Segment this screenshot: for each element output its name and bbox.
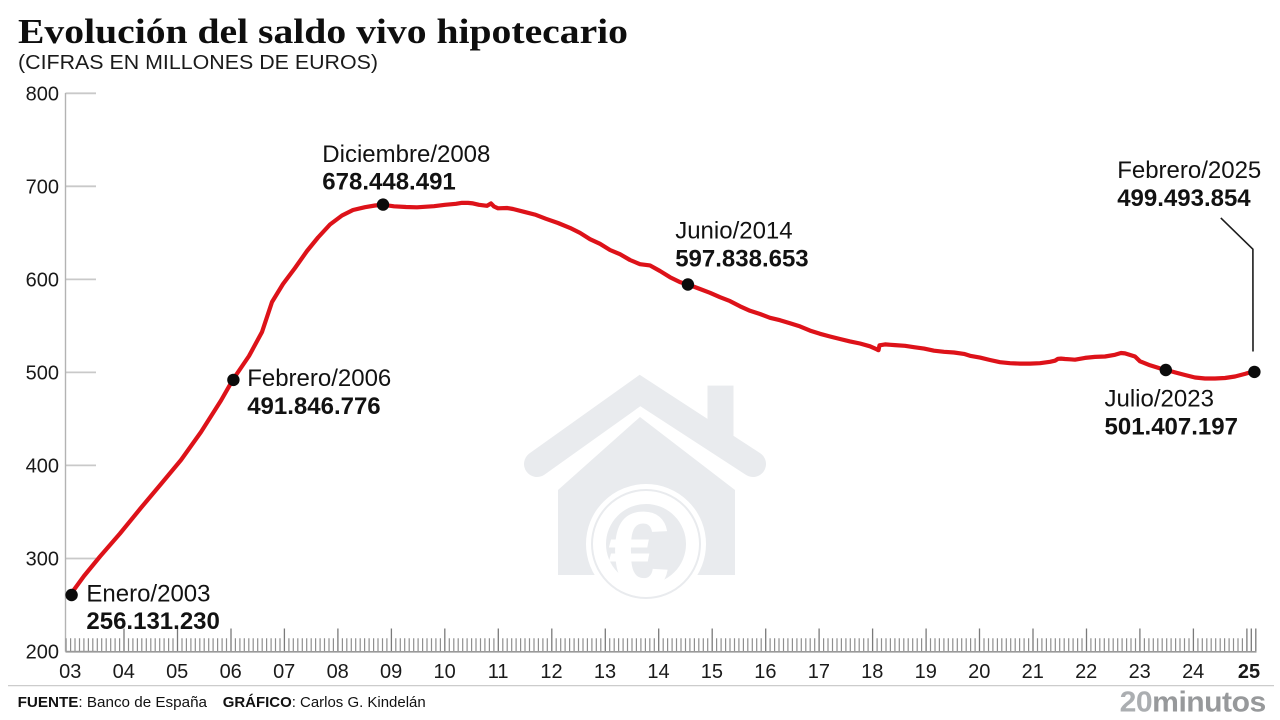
svg-text:Junio/2014: Junio/2014	[675, 217, 792, 244]
svg-text:08: 08	[327, 661, 349, 683]
svg-text:09: 09	[380, 661, 402, 683]
svg-text:Diciembre/2008: Diciembre/2008	[322, 141, 490, 168]
svg-text:(CIFRAS EN MILLONES DE EUROS): (CIFRAS EN MILLONES DE EUROS)	[18, 52, 378, 74]
svg-text:24: 24	[1182, 661, 1204, 683]
svg-text:491.846.776: 491.846.776	[247, 393, 380, 420]
svg-text:06: 06	[220, 661, 242, 683]
svg-text:25: 25	[1238, 661, 1260, 683]
svg-text:Febrero/2025: Febrero/2025	[1117, 157, 1261, 184]
svg-text:20: 20	[968, 661, 990, 683]
svg-text:10: 10	[433, 661, 455, 683]
svg-text:597.838.653: 597.838.653	[675, 246, 808, 273]
svg-text:04: 04	[113, 661, 135, 683]
svg-text:800: 800	[26, 84, 59, 106]
svg-text:400: 400	[26, 456, 59, 478]
svg-text:20minutos: 20minutos	[1120, 687, 1266, 719]
svg-text:14: 14	[647, 661, 669, 683]
svg-text:12: 12	[540, 661, 562, 683]
svg-text:17: 17	[808, 661, 830, 683]
svg-text:05: 05	[166, 661, 188, 683]
svg-text:07: 07	[273, 661, 295, 683]
svg-text:22: 22	[1075, 661, 1097, 683]
svg-text:499.493.854: 499.493.854	[1117, 185, 1251, 212]
svg-text:678.448.491: 678.448.491	[322, 168, 455, 195]
svg-text:Enero/2003: Enero/2003	[86, 580, 210, 607]
svg-text:Julio/2023: Julio/2023	[1105, 386, 1214, 413]
svg-text:18: 18	[861, 661, 883, 683]
svg-text:GRÁFICO: Carlos G. Kindelán: GRÁFICO: Carlos G. Kindelán	[223, 694, 426, 711]
svg-text:256.131.230: 256.131.230	[86, 608, 219, 635]
svg-text:200: 200	[26, 642, 59, 664]
svg-text:03: 03	[59, 661, 81, 683]
svg-text:23: 23	[1129, 661, 1151, 683]
svg-text:300: 300	[26, 549, 59, 571]
svg-text:600: 600	[26, 270, 59, 292]
svg-text:21: 21	[1022, 661, 1044, 683]
svg-text:15: 15	[701, 661, 723, 683]
svg-text:700: 700	[26, 177, 59, 199]
svg-text:500: 500	[26, 363, 59, 385]
svg-text:Evolución del saldo vivo hipot: Evolución del saldo vivo hipotecario	[18, 13, 628, 51]
svg-text:501.407.197: 501.407.197	[1105, 414, 1238, 441]
svg-text:11: 11	[488, 661, 509, 683]
svg-text:16: 16	[754, 661, 776, 683]
svg-text:€: €	[608, 490, 669, 613]
svg-text:19: 19	[915, 661, 937, 683]
svg-text:13: 13	[594, 661, 616, 683]
svg-text:FUENTE: Banco de España: FUENTE: Banco de España	[18, 694, 208, 711]
svg-text:Febrero/2006: Febrero/2006	[247, 365, 391, 392]
